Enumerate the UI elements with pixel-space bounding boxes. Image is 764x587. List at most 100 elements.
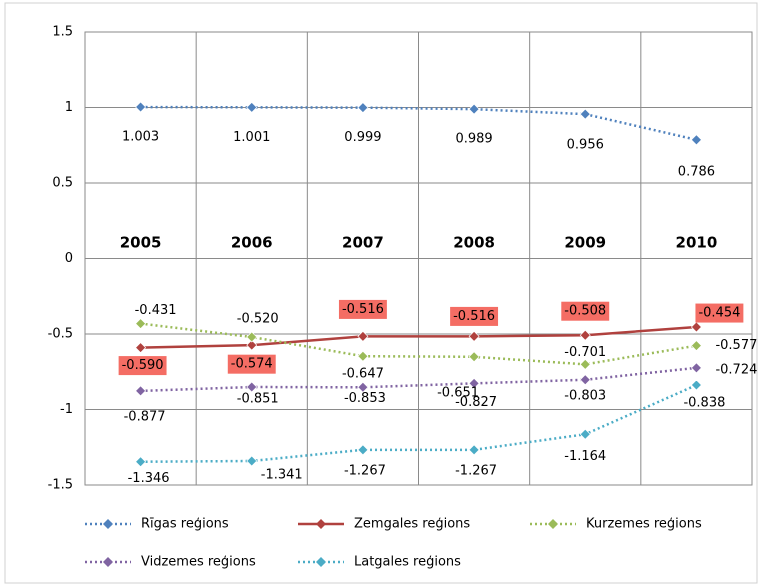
point-marker (135, 101, 147, 113)
data-label: -0.877 (124, 409, 166, 424)
data-label: -1.267 (455, 463, 497, 478)
data-label-background (450, 306, 499, 326)
data-label: -0.838 (683, 396, 725, 411)
data-label-group: -0.647 (342, 367, 384, 382)
data-label: -0.520 (237, 312, 279, 327)
point-marker (690, 340, 702, 352)
data-label-background (118, 356, 167, 376)
data-label: -0.853 (344, 391, 386, 406)
point-marker (579, 428, 591, 440)
data-label-group: -0.454 (695, 303, 744, 323)
data-label: 0.956 (567, 138, 604, 153)
point-marker (246, 455, 258, 467)
point-marker (468, 351, 480, 363)
x-tick-label: 2009 (564, 234, 606, 252)
series-line (140, 325, 697, 349)
data-label: 1.003 (122, 130, 159, 145)
x-tick-label: 2005 (120, 234, 162, 252)
legend-label: Vidzemes reģions (141, 555, 256, 570)
point-marker (690, 379, 702, 391)
data-label: -0.590 (122, 358, 164, 373)
point-marker (690, 362, 702, 374)
point-marker (357, 102, 369, 114)
data-label: -0.701 (564, 345, 606, 360)
data-label: 1.001 (233, 130, 270, 145)
point-marker (357, 444, 369, 456)
data-label-group: 0.989 (455, 132, 492, 147)
data-label-group: -0.431 (135, 303, 177, 318)
legend-marker (316, 557, 326, 567)
point-marker (135, 385, 147, 397)
point-marker (468, 377, 480, 389)
data-label: -0.651 (437, 385, 479, 400)
point-marker (357, 381, 369, 393)
data-label-group: -0.838 (683, 396, 725, 411)
data-label-group: -0.590 (118, 356, 167, 376)
series-line (140, 383, 697, 463)
point-marker (579, 108, 591, 120)
data-label: -1.267 (344, 463, 386, 478)
y-tick-label: -0.5 (48, 327, 73, 342)
data-label-group: -0.516 (450, 306, 499, 326)
data-label: -0.851 (237, 392, 279, 407)
data-label-group: -0.651 (437, 385, 479, 400)
legend-marker (316, 519, 326, 529)
legend-label: Kurzemes reģions (586, 517, 702, 532)
point-marker (135, 342, 147, 354)
data-label: -0.577 (715, 338, 757, 353)
y-tick-label: 1 (65, 100, 73, 115)
x-tick-label: 2008 (453, 234, 495, 252)
data-label-group: -0.724 (715, 362, 757, 377)
x-tick-label: 2006 (231, 234, 273, 252)
point-marker (579, 358, 591, 370)
data-label-group: 0.999 (344, 130, 381, 145)
data-label-group: 1.001 (233, 130, 270, 145)
data-label-background (338, 299, 387, 319)
data-label: -0.647 (342, 367, 384, 382)
point-marker (246, 339, 258, 351)
data-label: 0.786 (678, 164, 715, 179)
point-marker (135, 456, 147, 468)
data-label-group: -0.577 (715, 338, 757, 353)
chart-frame (4, 2, 758, 584)
data-label: -1.341 (261, 467, 303, 482)
data-label-group: -0.877 (124, 409, 166, 424)
legend-label: Rīgas reģions (141, 517, 229, 532)
point-marker (579, 374, 591, 386)
data-label-group: -1.346 (128, 471, 170, 486)
data-label-group: -0.827 (455, 395, 497, 410)
plot-border (84, 31, 753, 486)
data-label: -0.724 (715, 362, 757, 377)
data-label: -1.346 (128, 471, 170, 486)
data-label-group: 1.003 (122, 130, 159, 145)
data-label: -1.164 (564, 449, 606, 464)
data-label-group: -0.701 (564, 345, 606, 360)
data-label-group: -0.574 (227, 354, 276, 374)
data-label: 0.999 (344, 130, 381, 145)
series-line (140, 322, 697, 366)
point-marker (135, 318, 147, 330)
data-label-group: -1.267 (344, 463, 386, 478)
data-label: -0.574 (231, 357, 273, 372)
data-label-group: -1.341 (261, 467, 303, 482)
data-label-group: -0.520 (237, 312, 279, 327)
data-label-group: -0.516 (338, 299, 387, 319)
data-label-group: -0.853 (344, 391, 386, 406)
y-tick-label: 1.5 (52, 25, 73, 40)
point-marker (468, 103, 480, 115)
data-label-background (695, 303, 744, 323)
data-label-group: -0.508 (561, 301, 610, 321)
data-label-group: -1.267 (455, 463, 497, 478)
data-label-group: 0.956 (567, 138, 604, 153)
data-label: -0.508 (564, 304, 606, 319)
y-tick-label: -1.5 (48, 478, 73, 493)
data-label-background (561, 301, 610, 321)
x-tick-label: 2010 (676, 234, 718, 252)
legend-marker (103, 557, 113, 567)
data-label: -0.803 (564, 388, 606, 403)
point-marker (246, 381, 258, 393)
data-label: 0.989 (455, 132, 492, 147)
data-label: -0.454 (698, 306, 740, 321)
point-marker (468, 444, 480, 456)
legend-marker (103, 519, 113, 529)
